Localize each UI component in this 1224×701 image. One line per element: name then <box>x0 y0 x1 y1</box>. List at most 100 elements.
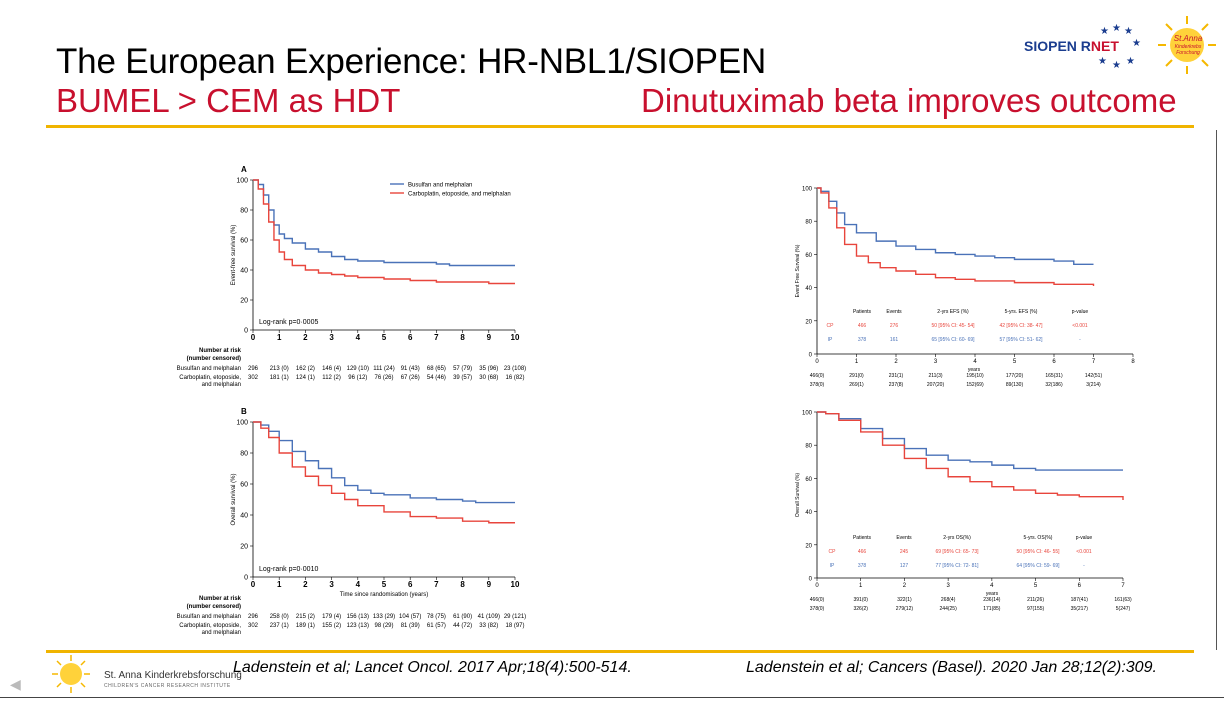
x-tick-label: 7 <box>434 333 439 342</box>
stats-header: 2-yrs OS(%) <box>943 535 971 541</box>
y-axis-label: Event Free Survival (%) <box>795 244 801 297</box>
x-tick-label: 5 <box>382 580 387 589</box>
y-tick-label: 40 <box>805 510 812 516</box>
siopen-logo: SIOPEN RNET <box>1024 38 1119 54</box>
sun-logo-text: St.Anna <box>1173 34 1203 43</box>
y-tick-label: 40 <box>805 286 812 292</box>
risk-cell: 142(51) <box>1085 373 1103 379</box>
risk-cell: 98 (29) <box>374 623 393 629</box>
km-series-line <box>817 187 1094 266</box>
x-tick-label: 3 <box>329 580 334 589</box>
risk-cell: 5(247) <box>1116 606 1131 612</box>
panel-letter: B <box>241 407 247 416</box>
y-tick-label: 60 <box>805 477 812 483</box>
x-tick-label: 8 <box>1131 359 1135 365</box>
risk-cell: 187(41) <box>1071 597 1089 603</box>
prev-slide-arrow-icon[interactable]: ◀ <box>10 676 21 692</box>
x-tick-label: 1 <box>277 333 282 342</box>
x-tick-label: 8 <box>460 333 465 342</box>
risk-cell: 44 (72) <box>453 623 472 629</box>
x-tick-label: 5 <box>1034 583 1038 589</box>
y-tick-label: 80 <box>805 220 812 226</box>
stats-cell: 127 <box>900 563 909 569</box>
stats-arm: CP <box>829 549 837 555</box>
y-tick-label: 0 <box>244 575 248 582</box>
risk-cell: 67 (26) <box>401 375 420 381</box>
stats-cell: 466 <box>858 549 867 555</box>
kaplan-meier-efs-right: 0 20 40 60 80 100 0 1 2 3 4 5 6 7 8 Event Free Survival… <box>795 187 1135 389</box>
risk-cell: 76 (26) <box>374 375 393 381</box>
x-tick-label: 6 <box>1052 359 1056 365</box>
risk-cell: 23 (108) <box>504 366 526 372</box>
x-tick-label: 10 <box>511 580 520 589</box>
risk-cell: 104 (57) <box>399 614 421 620</box>
y-tick-label: 40 <box>240 268 248 275</box>
risk-cell: 391(0) <box>853 597 868 603</box>
x-tick-label: 9 <box>487 333 492 342</box>
risk-cell: 322(1) <box>897 597 912 603</box>
risk-cell: 189 (1) <box>296 623 315 629</box>
stats-header: Patients <box>853 309 872 315</box>
km-series-line <box>253 421 515 524</box>
stats-arm: IP <box>830 563 835 569</box>
bottom-border <box>0 697 1224 698</box>
stats-cell: 77 [95% CI: 72- 81] <box>935 563 979 569</box>
y-tick-label: 80 <box>240 208 248 215</box>
stats-arm: IP <box>828 337 833 343</box>
risk-cell: 302 <box>248 623 259 629</box>
risk-table-header: (number censored) <box>187 604 241 610</box>
x-tick-label: 6 <box>408 333 413 342</box>
risk-cell: 279(12) <box>896 606 914 612</box>
x-tick-label: 0 <box>815 583 819 589</box>
subtitle-right: Dinutuximab beta improves outcome <box>641 82 1177 119</box>
svg-text:★: ★ <box>1098 56 1107 67</box>
y-axis-label: Overall survival (%) <box>231 473 237 525</box>
x-tick-label: 3 <box>329 333 334 342</box>
stats-cell: - <box>1079 337 1081 343</box>
x-axis-label: years <box>968 367 981 373</box>
x-tick-label: 0 <box>251 333 256 342</box>
risk-cell: 35 (96) <box>479 366 498 372</box>
risk-table-header: Number at risk <box>199 348 242 354</box>
risk-cell: 29 (121) <box>504 614 526 620</box>
stats-cell: 161 <box>890 337 899 343</box>
stats-header: Events <box>896 535 912 541</box>
risk-cell: 3(214) <box>1086 382 1101 388</box>
stats-arm: CP <box>827 323 835 329</box>
stats-cell: 245 <box>900 549 909 555</box>
stats-cell: - <box>1083 563 1085 569</box>
km-series-line <box>817 187 1095 286</box>
stats-cell: <0.001 <box>1076 549 1092 555</box>
panel-letter: A <box>241 165 247 174</box>
risk-cell: 231(1) <box>889 373 904 379</box>
x-tick-label: 2 <box>903 583 907 589</box>
stats-cell: 378 <box>858 563 867 569</box>
stats-cell: 50 [95% CI: 46- 55] <box>1016 549 1060 555</box>
risk-cell: 155 (2) <box>322 623 341 629</box>
logrank-annotation: Log-rank p=0·0010 <box>259 566 318 573</box>
logrank-annotation: Log-rank p=0·0005 <box>259 319 318 326</box>
kaplan-meier-os-panel-b: B 0 20 40 60 80 100 0 1 2 3 4 5 6 7 8 9 10 Overall surviva… <box>177 407 527 636</box>
y-tick-label: 40 <box>240 513 248 520</box>
risk-cell: 61 (90) <box>453 614 472 620</box>
risk-row-label: and melphalan <box>202 630 241 636</box>
risk-cell: 30 (68) <box>479 375 498 381</box>
stats-header: 2-yrs EFS (%) <box>937 309 969 315</box>
x-tick-label: 6 <box>408 580 413 589</box>
slide-edge <box>1216 130 1217 650</box>
risk-row-label: Carboplatin, etoposide, <box>179 623 241 629</box>
bottom-rule <box>46 650 1194 653</box>
stats-cell: <0.001 <box>1072 323 1088 329</box>
svg-text:★: ★ <box>1132 38 1141 49</box>
km-series-line <box>253 421 515 504</box>
x-tick-label: 4 <box>990 583 994 589</box>
risk-cell: 81 (39) <box>401 623 420 629</box>
y-tick-label: 60 <box>240 238 248 245</box>
y-tick-label: 100 <box>236 178 248 185</box>
y-tick-label: 60 <box>240 482 248 489</box>
subtitle-left: BUMEL > CEM as HDT <box>56 82 401 119</box>
y-tick-label: 60 <box>805 253 812 259</box>
risk-cell: 68 (65) <box>427 366 446 372</box>
x-tick-label: 1 <box>859 583 863 589</box>
y-tick-label: 100 <box>802 411 813 417</box>
